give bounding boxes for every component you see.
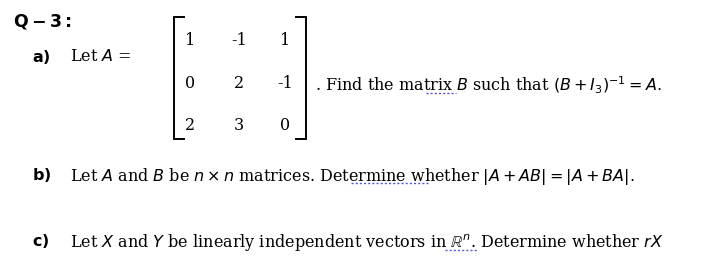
Text: 3: 3 xyxy=(234,117,244,135)
Text: . Find the matrix $B$ such that $(B + I_3)^{-1} = A.$: . Find the matrix $B$ such that $(B + I_… xyxy=(315,75,662,96)
Text: 0: 0 xyxy=(185,75,195,92)
Text: -1: -1 xyxy=(232,32,247,49)
Text: 1: 1 xyxy=(280,32,290,49)
Text: 2: 2 xyxy=(185,117,195,135)
Text: $\bf{a)}$: $\bf{a)}$ xyxy=(32,48,51,66)
Text: Let $X$ and $Y$ be linearly independent vectors in $\mathbb{R}^n$. Determine whe: Let $X$ and $Y$ be linearly independent … xyxy=(70,232,664,253)
Text: 1: 1 xyxy=(185,32,195,49)
Text: -1: -1 xyxy=(277,75,293,92)
Text: Let $A$ =: Let $A$ = xyxy=(70,48,132,65)
Text: $\bf{b)}$: $\bf{b)}$ xyxy=(32,166,51,183)
Text: $\bf{Q-3:}$: $\bf{Q-3:}$ xyxy=(13,12,71,31)
Text: 2: 2 xyxy=(234,75,244,92)
Text: $\bf{c)}$: $\bf{c)}$ xyxy=(32,232,49,250)
Text: 0: 0 xyxy=(280,117,290,135)
Text: Let $A$ and $B$ be $n \times n$ matrices. Determine whether $|A + AB| = |A + BA|: Let $A$ and $B$ be $n \times n$ matrices… xyxy=(70,166,635,187)
